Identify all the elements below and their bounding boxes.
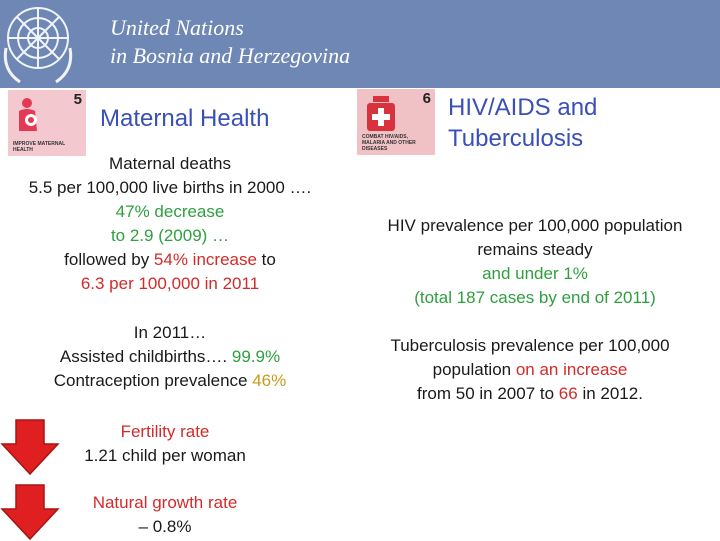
tb-prevalence-block: Tuberculosis prevalence per 100,000 popu…: [340, 334, 720, 406]
growth-block: Natural growth rate – 0.8%: [65, 491, 265, 539]
organization-title-line2: in Bosnia and Herzegovina: [110, 43, 351, 68]
contraception-label: Contraception prevalence: [53, 371, 253, 390]
mdg5-caption: IMPROVE MATERNAL HEALTH: [13, 141, 66, 153]
maternal-decrease: 47% decrease: [115, 202, 225, 221]
mdg6-caption: COMBAT HIV/AIDS, MALARIA AND OTHER DISEA…: [362, 134, 416, 152]
tb-line1: Tuberculosis prevalence per 100,000: [390, 336, 670, 355]
hiv-tb-title-line1: HIV/AIDS and: [448, 94, 598, 121]
down-arrow-icon: [0, 484, 60, 541]
growth-value: – 0.8%: [138, 517, 192, 536]
maternal-2011-value: 6.3 per 100,000 in 2011: [80, 274, 260, 293]
assisted-value: 99.9%: [231, 347, 281, 366]
mother-child-icon: [19, 98, 37, 131]
assisted-childbirths-line: Assisted childbirths…. 99.9%: [0, 345, 340, 369]
mdg6-number: 6: [422, 90, 431, 107]
hiv-prevalence-line1: HIV prevalence per 100,000 population: [387, 216, 683, 235]
tb-pre: population: [432, 360, 516, 379]
tb-line3-pre: from 50 in 2007 to: [417, 384, 559, 403]
hiv-prevalence-line4: (total 187 cases by end of 2011): [414, 288, 656, 307]
down-arrow-icon: [0, 419, 60, 476]
organization-title-line1: United Nations: [110, 15, 244, 40]
tb-line3-post: in 2012.: [577, 384, 643, 403]
un-emblem-icon: [3, 7, 73, 84]
in-2011-label: In 2011…: [133, 323, 207, 342]
assisted-label: Assisted childbirths….: [59, 347, 232, 366]
contraception-value: 46%: [252, 371, 287, 390]
fertility-block: Fertility rate 1.21 child per woman: [65, 420, 265, 468]
hiv-tb-title: HIV/AIDS and Tuberculosis: [448, 92, 597, 154]
hiv-prevalence-line3: and under 1%: [482, 264, 588, 283]
in-2011-block: In 2011… Assisted childbirths…. 99.9% Co…: [0, 321, 340, 393]
maternal-deaths-label: Maternal deaths: [109, 154, 231, 173]
mdg5-badge: 5 IMPROVE MATERNAL HEALTH: [8, 90, 86, 156]
medicine-bottle-icon: [367, 96, 395, 131]
maternal-deaths-block: Maternal deaths 5.5 per 100,000 live bir…: [0, 152, 340, 296]
tb-value: 66: [558, 384, 578, 403]
tb-line3: from 50 in 2007 to 66 in 2012.: [340, 382, 720, 406]
mdg6-badge: 6 COMBAT HIV/AIDS, MALARIA AND OTHER DIS…: [357, 89, 435, 155]
fertility-label: Fertility rate: [120, 422, 210, 441]
hiv-prevalence-block: HIV prevalence per 100,000 population re…: [350, 214, 720, 310]
organization-title: United Nations in Bosnia and Herzegovina: [110, 14, 350, 70]
maternal-health-title: Maternal Health: [100, 105, 270, 132]
maternal-2009-value: to 2.9 (2009) …: [110, 226, 230, 245]
contraception-line: Contraception prevalence 46%: [0, 369, 340, 393]
followed-post: to: [256, 250, 276, 269]
maternal-followed-line: followed by 54% increase to: [0, 248, 340, 272]
followed-pre: followed by: [64, 250, 154, 269]
mdg5-number: 5: [73, 91, 82, 108]
fertility-value: 1.21 child per woman: [84, 446, 246, 465]
maternal-deaths-2000: 5.5 per 100,000 live births in 2000 ….: [28, 178, 312, 197]
tb-line2: population on an increase: [340, 358, 720, 382]
hiv-prevalence-line2: remains steady: [477, 240, 593, 259]
maternal-increase: 54% increase: [153, 250, 257, 269]
hiv-tb-title-line2: Tuberculosis: [448, 125, 584, 152]
growth-label: Natural growth rate: [92, 493, 238, 512]
tb-increase: on an increase: [515, 360, 628, 379]
header-banner: United Nations in Bosnia and Herzegovina: [0, 0, 720, 88]
